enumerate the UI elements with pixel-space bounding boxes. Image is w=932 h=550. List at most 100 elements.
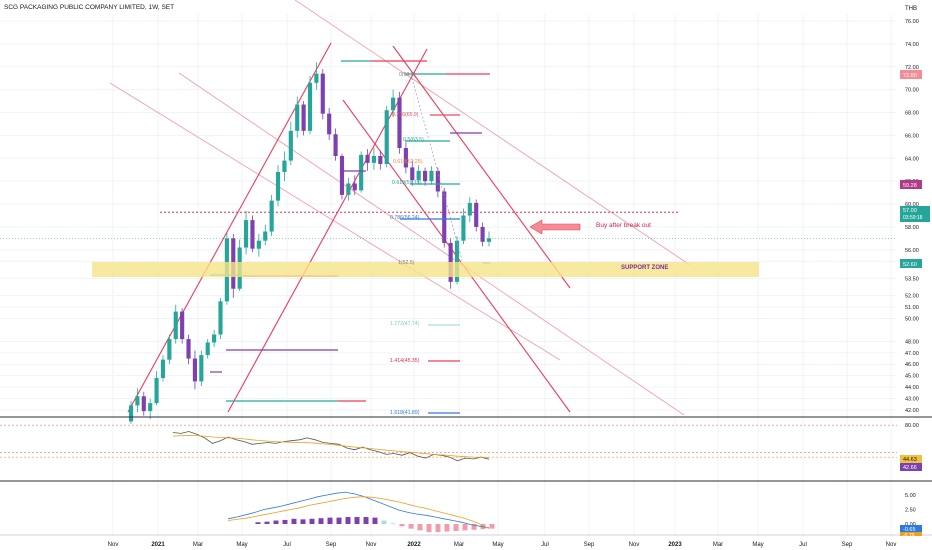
price-tick-label: 43.00 <box>905 397 919 403</box>
macd-histogram-bar <box>345 517 351 524</box>
price-badge-trendline: 72.00 <box>900 70 922 79</box>
fib-label-0786: 0.786(56.24) <box>390 215 420 221</box>
macd-histogram-bar <box>327 517 333 524</box>
time-tick-label: 2021 <box>151 542 165 548</box>
candle-body <box>359 154 364 191</box>
macd-tick-label: 2.50 <box>905 508 916 514</box>
time-tick-label: Nov <box>108 542 119 548</box>
time-tick-label: Nov <box>366 542 377 548</box>
candle-body <box>442 191 447 243</box>
candle-body <box>243 220 249 248</box>
candle-body <box>256 240 261 249</box>
svg-text:42.66: 42.66 <box>903 465 917 471</box>
time-tick-label: Jul <box>541 542 549 548</box>
candle-body <box>218 301 223 335</box>
candle-body <box>403 147 408 168</box>
macd-histogram-bar <box>273 520 279 524</box>
time-tick-label: Nov <box>886 542 897 548</box>
candle-body <box>327 113 332 135</box>
candle-body <box>301 104 306 131</box>
candle-body <box>416 170 421 181</box>
price-tick-label: 53.50 <box>905 276 919 282</box>
price-tick-label: 48.00 <box>905 339 919 345</box>
candle-body <box>422 170 428 182</box>
price-tick-label: 68.00 <box>905 111 919 117</box>
candle-body <box>410 167 415 181</box>
candle-body <box>391 97 396 111</box>
macd-histogram-bar <box>471 524 477 530</box>
macd-histogram-bar <box>444 524 450 532</box>
median-channel-line <box>109 82 561 361</box>
svg-text:52.60: 52.60 <box>903 262 917 268</box>
symbol-title[interactable]: SCG PACKAGING PUBLIC COMPANY LIMITED, 1W… <box>4 4 174 11</box>
signal-line <box>227 496 490 529</box>
svg-text:-0.79: -0.79 <box>903 533 915 539</box>
candle-body <box>461 215 466 241</box>
macd-histogram-bar <box>426 524 432 533</box>
price-tick-label: 64.00 <box>905 156 919 162</box>
svg-text:-0.65: -0.65 <box>903 527 916 533</box>
candle-body <box>352 183 357 191</box>
macd-histogram-bar <box>381 520 387 524</box>
buy-annotation: Buy after break out <box>596 222 651 229</box>
time-tick-label: Sep <box>842 542 853 548</box>
downtrend-line-1 <box>392 45 571 289</box>
drawing-layer-back <box>109 0 691 416</box>
macd-badge-macd: -0.65 <box>900 525 922 533</box>
support-zone[interactable] <box>92 262 759 277</box>
candle-body <box>346 183 351 195</box>
candle-body <box>186 339 191 359</box>
candle-body <box>474 202 479 227</box>
candle-body <box>429 170 434 182</box>
candle-body <box>384 110 389 165</box>
macd-histogram-bar <box>372 517 378 524</box>
price-tick-label: 72.00 <box>905 65 919 71</box>
fib-label-1618: 1.618(41.89) <box>390 410 420 416</box>
price-badge-support: 52.60 <box>900 259 922 268</box>
time-tick-label: Sep <box>326 542 337 548</box>
candle-body <box>378 156 383 165</box>
macd-histogram-bar <box>336 517 342 524</box>
candle-body <box>333 134 338 157</box>
macd-histogram-bar <box>291 518 297 524</box>
time-tick-label: May <box>752 542 763 548</box>
macd-histogram-bar <box>435 524 441 533</box>
macd-histogram-bar <box>417 524 423 531</box>
candle-body <box>288 130 293 161</box>
candle-body <box>173 311 178 340</box>
macd-histogram-bar <box>300 519 306 524</box>
macd-histogram-bar <box>363 517 369 524</box>
candle-body <box>167 339 172 360</box>
macd-histogram-bar <box>453 524 459 531</box>
time-tick-label: Mar <box>193 542 203 548</box>
svg-text:72.00: 72.00 <box>903 73 917 79</box>
upper-resistance-line <box>294 0 691 266</box>
rsi-pane <box>0 424 897 462</box>
price-tick-label: 70.00 <box>905 88 919 94</box>
time-tick-label: Mar <box>713 542 723 548</box>
rsi-badge-value: 42.66 <box>900 463 922 471</box>
price-tick-label: 60.00 <box>905 202 919 208</box>
macd-pane <box>227 491 495 533</box>
macd-histogram-bar <box>489 524 495 529</box>
price-tick-label: 56.00 <box>905 248 919 254</box>
fib-label-0236: 0.236(65.9) <box>392 112 419 118</box>
candle-body <box>320 73 325 114</box>
price-tick-label: 51.00 <box>905 305 919 311</box>
macd-histogram-bar <box>354 517 360 524</box>
lower-channel-line <box>178 72 685 416</box>
candle-body <box>269 200 274 232</box>
buy-arrow-icon[interactable] <box>529 219 581 235</box>
svg-text:44.63: 44.63 <box>903 457 917 463</box>
price-tick-label: 50.00 <box>905 316 919 322</box>
candle-body <box>250 220 255 249</box>
fib-label-1272: 1.272(47.74) <box>390 321 420 327</box>
candle-body <box>128 405 134 422</box>
candle-body <box>480 226 485 242</box>
time-tick-label: 2023 <box>668 542 682 548</box>
fib-label-1: 1(52.5) <box>398 260 415 266</box>
support-zone-label: SUPPORT ZONE <box>621 265 668 271</box>
time-tick-label: May <box>236 542 247 548</box>
time-tick-label: Jul <box>283 542 291 548</box>
